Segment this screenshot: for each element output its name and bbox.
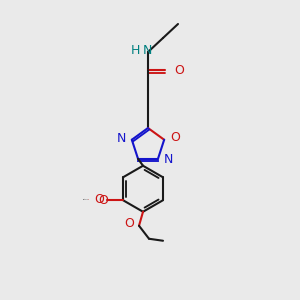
Text: O: O [170,131,180,144]
Text: N: N [164,153,173,166]
Text: O: O [174,64,184,76]
Text: N: N [142,44,152,58]
Text: O: O [94,193,104,206]
Text: N: N [116,132,126,145]
Text: H: H [130,44,140,58]
Text: O: O [88,199,89,200]
Text: methoxy: methoxy [83,199,89,200]
Text: O: O [98,194,108,207]
Text: O: O [124,217,134,230]
